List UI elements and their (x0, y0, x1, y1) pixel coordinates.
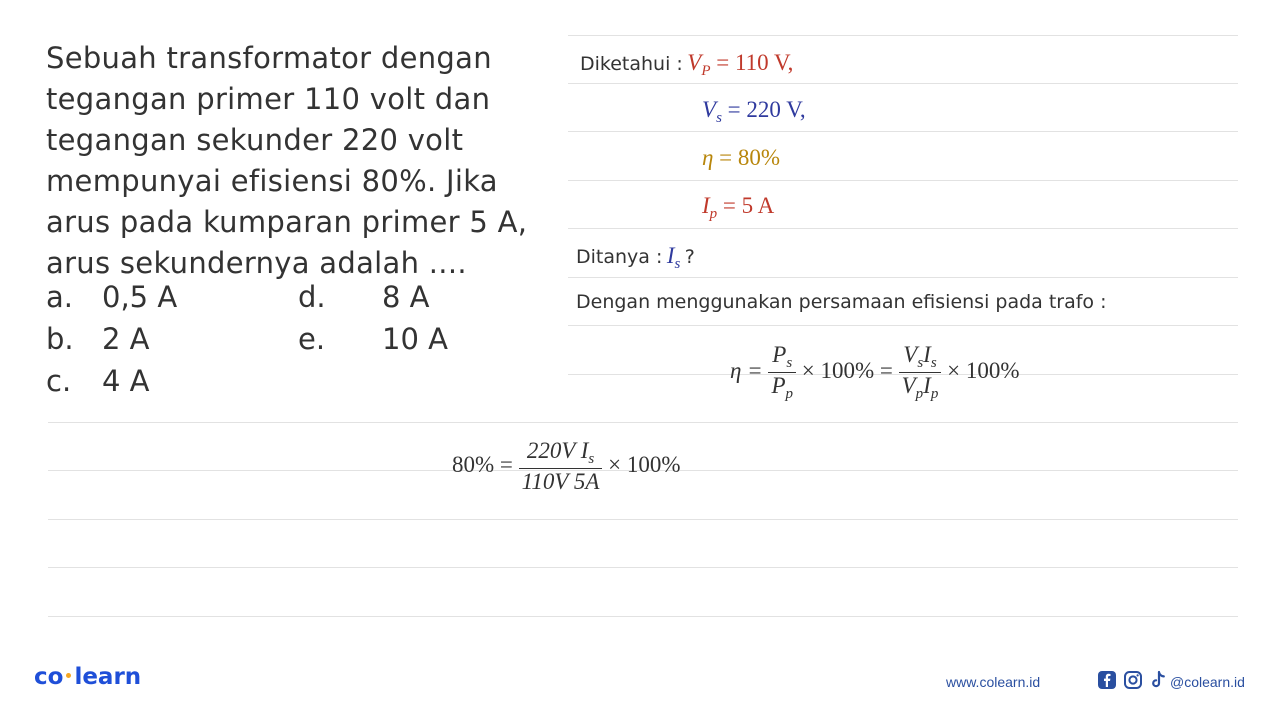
tiktok-icon[interactable] (1148, 670, 1168, 690)
calc-lhs: 80% = (452, 451, 513, 477)
fraction-vsis-vpip: VsIs VpIp (898, 342, 942, 403)
fraction-numerator: P (772, 342, 787, 367)
denominator-subscript: p (915, 386, 924, 402)
question-text: Sebuah transformator dengan tegangan pri… (46, 38, 566, 284)
denominator-subscript: p (785, 386, 794, 402)
question-line: tegangan primer 110 volt dan (46, 82, 491, 116)
fraction-denominator: P (771, 373, 786, 398)
eta-symbol: η (702, 145, 714, 170)
eta-value: = 80% (719, 145, 781, 170)
rule-line (48, 567, 1238, 568)
asked-label: Ditanya : (576, 246, 663, 268)
rule-line (568, 180, 1238, 181)
option-value: 10 A (382, 322, 448, 356)
fraction-ps-pp: Ps Pp (768, 342, 796, 403)
numerator-subscript: s (917, 355, 924, 371)
is-symbol: I (666, 243, 675, 268)
logo-dot (66, 673, 72, 678)
rule-line (568, 131, 1238, 132)
rule-line (568, 325, 1238, 326)
calc-denominator: 110V 5A (521, 469, 600, 494)
option-letter: b. (46, 322, 74, 356)
formula-eta: η = (730, 357, 763, 383)
fraction-denominator: I (923, 373, 931, 398)
ip-subscript: p (709, 206, 718, 222)
calc-numerator: 220V I (526, 438, 589, 463)
calc-numerator-subscript: s (588, 451, 595, 467)
option-letter: e. (298, 322, 326, 356)
option-letter: a. (46, 280, 73, 314)
numerator-subscript: s (786, 355, 793, 371)
rule-line (568, 374, 1238, 375)
logo-right: learn (74, 664, 142, 690)
option-b: b. 2 A (46, 322, 150, 356)
vp-expression: VP = 110 V, (687, 50, 794, 79)
vs-subscript: s (716, 110, 722, 126)
rule-line (568, 277, 1238, 278)
eta-expression: η = 80% (702, 145, 780, 171)
rule-line (48, 470, 1238, 471)
option-e: e. 10 A (298, 322, 448, 356)
ip-value: = 5 A (722, 193, 775, 218)
vs-expression: Vs = 220 V, (702, 97, 806, 127)
colearn-logo: co learn (34, 664, 141, 690)
rule-line (48, 519, 1238, 520)
logo-left: co (34, 664, 64, 690)
rule-line (568, 35, 1238, 36)
numerator-subscript: s (930, 355, 937, 371)
option-letter: c. (46, 364, 72, 398)
is-subscript: s (674, 256, 681, 272)
asked-row: Ditanya : Is ? (576, 243, 695, 273)
vp-subscript: P (701, 63, 711, 79)
calc-tail: × 100% (608, 451, 681, 477)
fraction-numerator: I (923, 342, 931, 367)
efficiency-formula: η = Ps Pp × 100% = VsIs VpIp × 100% (730, 342, 1019, 403)
rule-line (48, 616, 1238, 617)
option-value: 4 A (102, 364, 150, 398)
is-expression: Is (666, 243, 681, 272)
question-line: arus pada kumparan primer 5 A, (46, 205, 528, 239)
vs-value: = 220 V, (727, 97, 806, 122)
known-row-vp: Diketahui : VP = 110 V, (580, 50, 793, 80)
option-letter: d. (298, 280, 326, 314)
denominator-subscript: p (930, 386, 939, 402)
question-line: arus sekundernya adalah .... (46, 246, 467, 280)
option-a: a. 0,5 A (46, 280, 177, 314)
question-line: tegangan sekunder 220 volt (46, 123, 464, 157)
rule-line (568, 83, 1238, 84)
question-line: mempunyai efisiensi 80%. Jika (46, 164, 498, 198)
calculation: 80% = 220V Is 110V 5A × 100% (452, 438, 681, 495)
option-value: 0,5 A (102, 280, 178, 314)
rule-line (48, 422, 1238, 423)
formula-times-2: × 100% (947, 357, 1020, 383)
ip-expression: Ip = 5 A (702, 193, 774, 223)
ip-symbol: I (702, 193, 710, 218)
method-text: Dengan menggunakan persamaan efisiensi p… (576, 291, 1107, 313)
vp-symbol: V (687, 50, 702, 75)
facebook-icon[interactable] (1097, 670, 1117, 690)
known-label: Diketahui : (580, 53, 683, 75)
vs-symbol: V (702, 97, 717, 122)
rule-line (568, 228, 1238, 229)
footer-url[interactable]: www.colearn.id (946, 674, 1041, 690)
option-value: 8 A (382, 280, 430, 314)
option-value: 2 A (102, 322, 150, 356)
question-line: Sebuah transformator dengan (46, 41, 492, 75)
fraction-denominator: V (901, 373, 916, 398)
calc-fraction: 220V Is 110V 5A (518, 438, 603, 495)
question-mark: ? (684, 246, 695, 268)
formula-times-1: × 100% = (801, 357, 893, 383)
social-handle[interactable]: @colearn.id (1170, 674, 1245, 690)
instagram-icon[interactable] (1123, 670, 1143, 690)
fraction-numerator: V (903, 342, 918, 367)
vp-value: = 110 V, (716, 50, 794, 75)
option-d: d. 8 A (298, 280, 430, 314)
option-c: c. 4 A (46, 364, 150, 398)
